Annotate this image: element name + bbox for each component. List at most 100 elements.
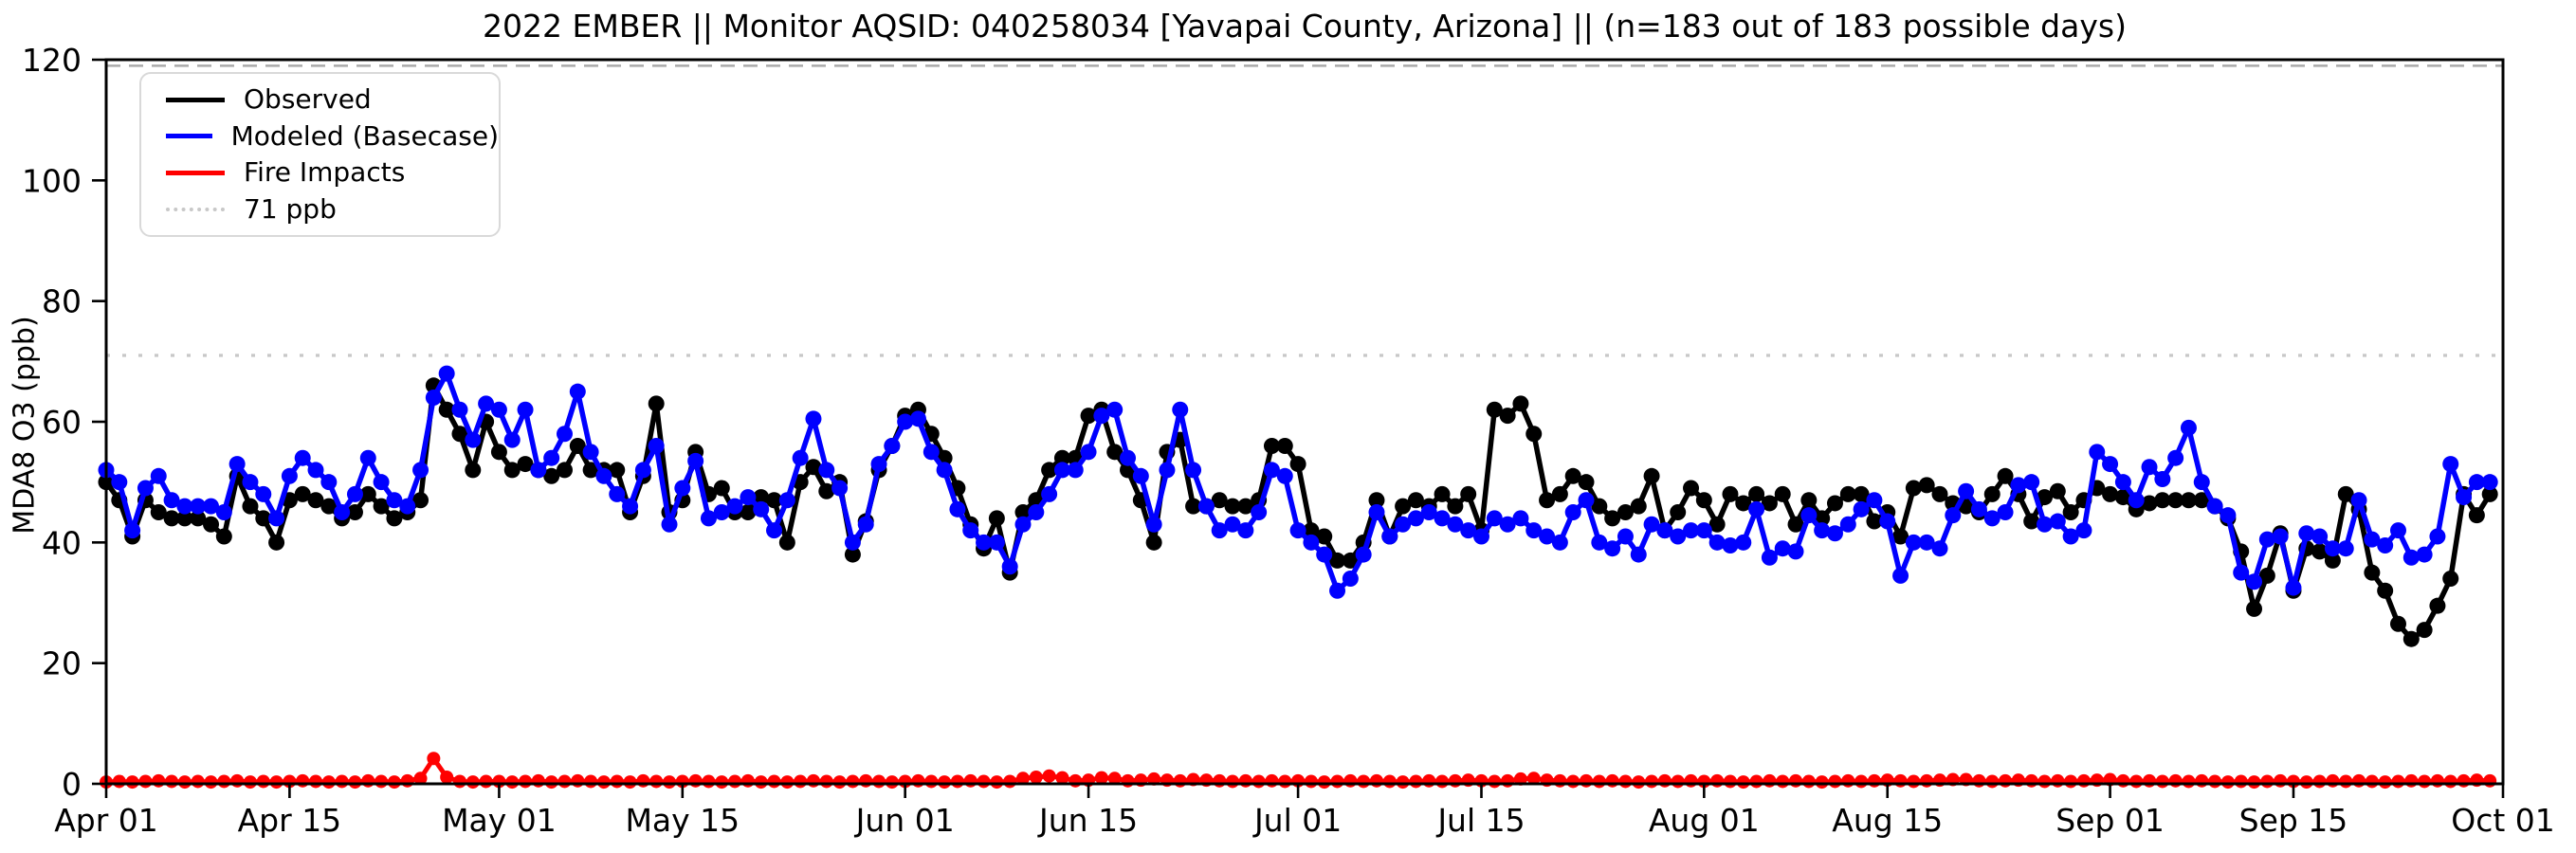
- data-point: [1120, 449, 1137, 466]
- data-point: [1029, 770, 1043, 784]
- data-point: [1826, 525, 1843, 542]
- data-point: [150, 467, 167, 484]
- data-point: [778, 492, 795, 509]
- data-point: [242, 498, 259, 515]
- data-point: [2457, 773, 2471, 788]
- data-point: [1761, 549, 1778, 566]
- data-point: [2260, 774, 2275, 789]
- data-point: [176, 510, 193, 527]
- data-point: [1736, 775, 1750, 789]
- data-point: [818, 482, 835, 499]
- data-point: [1251, 504, 1268, 520]
- data-point: [2416, 622, 2433, 639]
- data-point: [872, 774, 886, 789]
- data-point: [792, 449, 809, 466]
- data-point: [1409, 774, 1423, 789]
- data-point: [610, 774, 624, 789]
- data-point: [1551, 485, 1568, 502]
- data-point: [217, 774, 231, 789]
- legend: Observed Modeled (Basecase) Fire Impacts…: [139, 72, 501, 237]
- data-point: [2258, 567, 2275, 584]
- legend-item-observed: Observed: [141, 82, 499, 118]
- x-tick-label: Jun 01: [854, 802, 955, 839]
- data-point: [2337, 485, 2354, 502]
- data-point: [1197, 498, 1215, 515]
- data-point: [832, 775, 847, 789]
- x-tick-label: Jun 15: [1037, 802, 1138, 839]
- data-point: [728, 774, 742, 789]
- data-point: [1604, 510, 1621, 527]
- data-point: [438, 365, 455, 382]
- data-point: [1789, 773, 1803, 788]
- data-point: [2233, 564, 2250, 581]
- data-point: [2352, 773, 2366, 788]
- data-point: [255, 510, 272, 527]
- data-point: [2062, 504, 2079, 520]
- data-point: [1276, 467, 1293, 484]
- data-point: [1735, 495, 1752, 512]
- data-point: [1787, 543, 1804, 560]
- legend-label: Modeled (Basecase): [230, 119, 499, 152]
- data-point: [1591, 534, 1608, 551]
- data-point: [1618, 774, 1633, 789]
- data-point: [1407, 492, 1424, 509]
- data-point: [569, 437, 586, 454]
- data-point: [1656, 522, 1673, 539]
- data-point: [1055, 771, 1069, 785]
- data-point: [281, 467, 298, 484]
- data-point: [582, 444, 599, 461]
- data-point: [2076, 773, 2091, 788]
- data-point: [1368, 492, 1385, 509]
- data-point: [1708, 534, 1726, 551]
- data-point: [1028, 504, 1045, 520]
- y-tick-label: 0: [62, 766, 82, 803]
- x-tick-label: May 01: [442, 802, 557, 839]
- data-point: [1289, 522, 1306, 539]
- data-point: [268, 534, 285, 551]
- y-tick-label: 40: [42, 524, 82, 561]
- data-point: [1866, 513, 1883, 530]
- data-point: [2416, 546, 2433, 563]
- data-point: [571, 773, 585, 788]
- data-point: [1472, 528, 1489, 545]
- data-point: [1774, 485, 1791, 502]
- data-point: [1316, 546, 1333, 563]
- data-point: [1107, 771, 1122, 786]
- data-point: [451, 426, 468, 443]
- x-tick-label: Sep 01: [2055, 802, 2165, 839]
- data-point: [713, 504, 730, 520]
- legend-line-fire-impacts: [166, 170, 225, 175]
- data-point: [780, 775, 795, 789]
- data-point: [924, 774, 939, 789]
- data-point: [1316, 528, 1333, 545]
- y-tick-label: 60: [42, 404, 82, 441]
- data-point: [307, 492, 324, 509]
- data-point: [412, 462, 429, 479]
- data-point: [1748, 485, 1765, 502]
- data-point: [479, 774, 493, 789]
- data-point: [1617, 504, 1634, 520]
- data-point: [2274, 773, 2288, 788]
- data-point: [582, 462, 599, 479]
- data-point: [1867, 773, 1881, 788]
- data-point: [805, 410, 822, 427]
- data-point: [1015, 771, 1030, 786]
- data-point: [740, 489, 757, 506]
- data-point: [1566, 774, 1580, 789]
- data-point: [2468, 507, 2485, 524]
- data-point: [1983, 485, 2001, 502]
- data-point: [1448, 773, 1462, 788]
- data-point: [963, 773, 977, 788]
- data-point: [2481, 474, 2498, 491]
- data-point: [2180, 419, 2197, 436]
- data-point: [2102, 456, 2119, 473]
- data-point: [334, 504, 351, 520]
- data-point: [137, 480, 154, 497]
- data-point: [1800, 507, 1818, 524]
- data-point: [1263, 437, 1280, 454]
- data-point: [2365, 774, 2379, 789]
- data-point: [1839, 516, 1856, 533]
- data-point: [138, 774, 153, 789]
- data-point: [294, 449, 311, 466]
